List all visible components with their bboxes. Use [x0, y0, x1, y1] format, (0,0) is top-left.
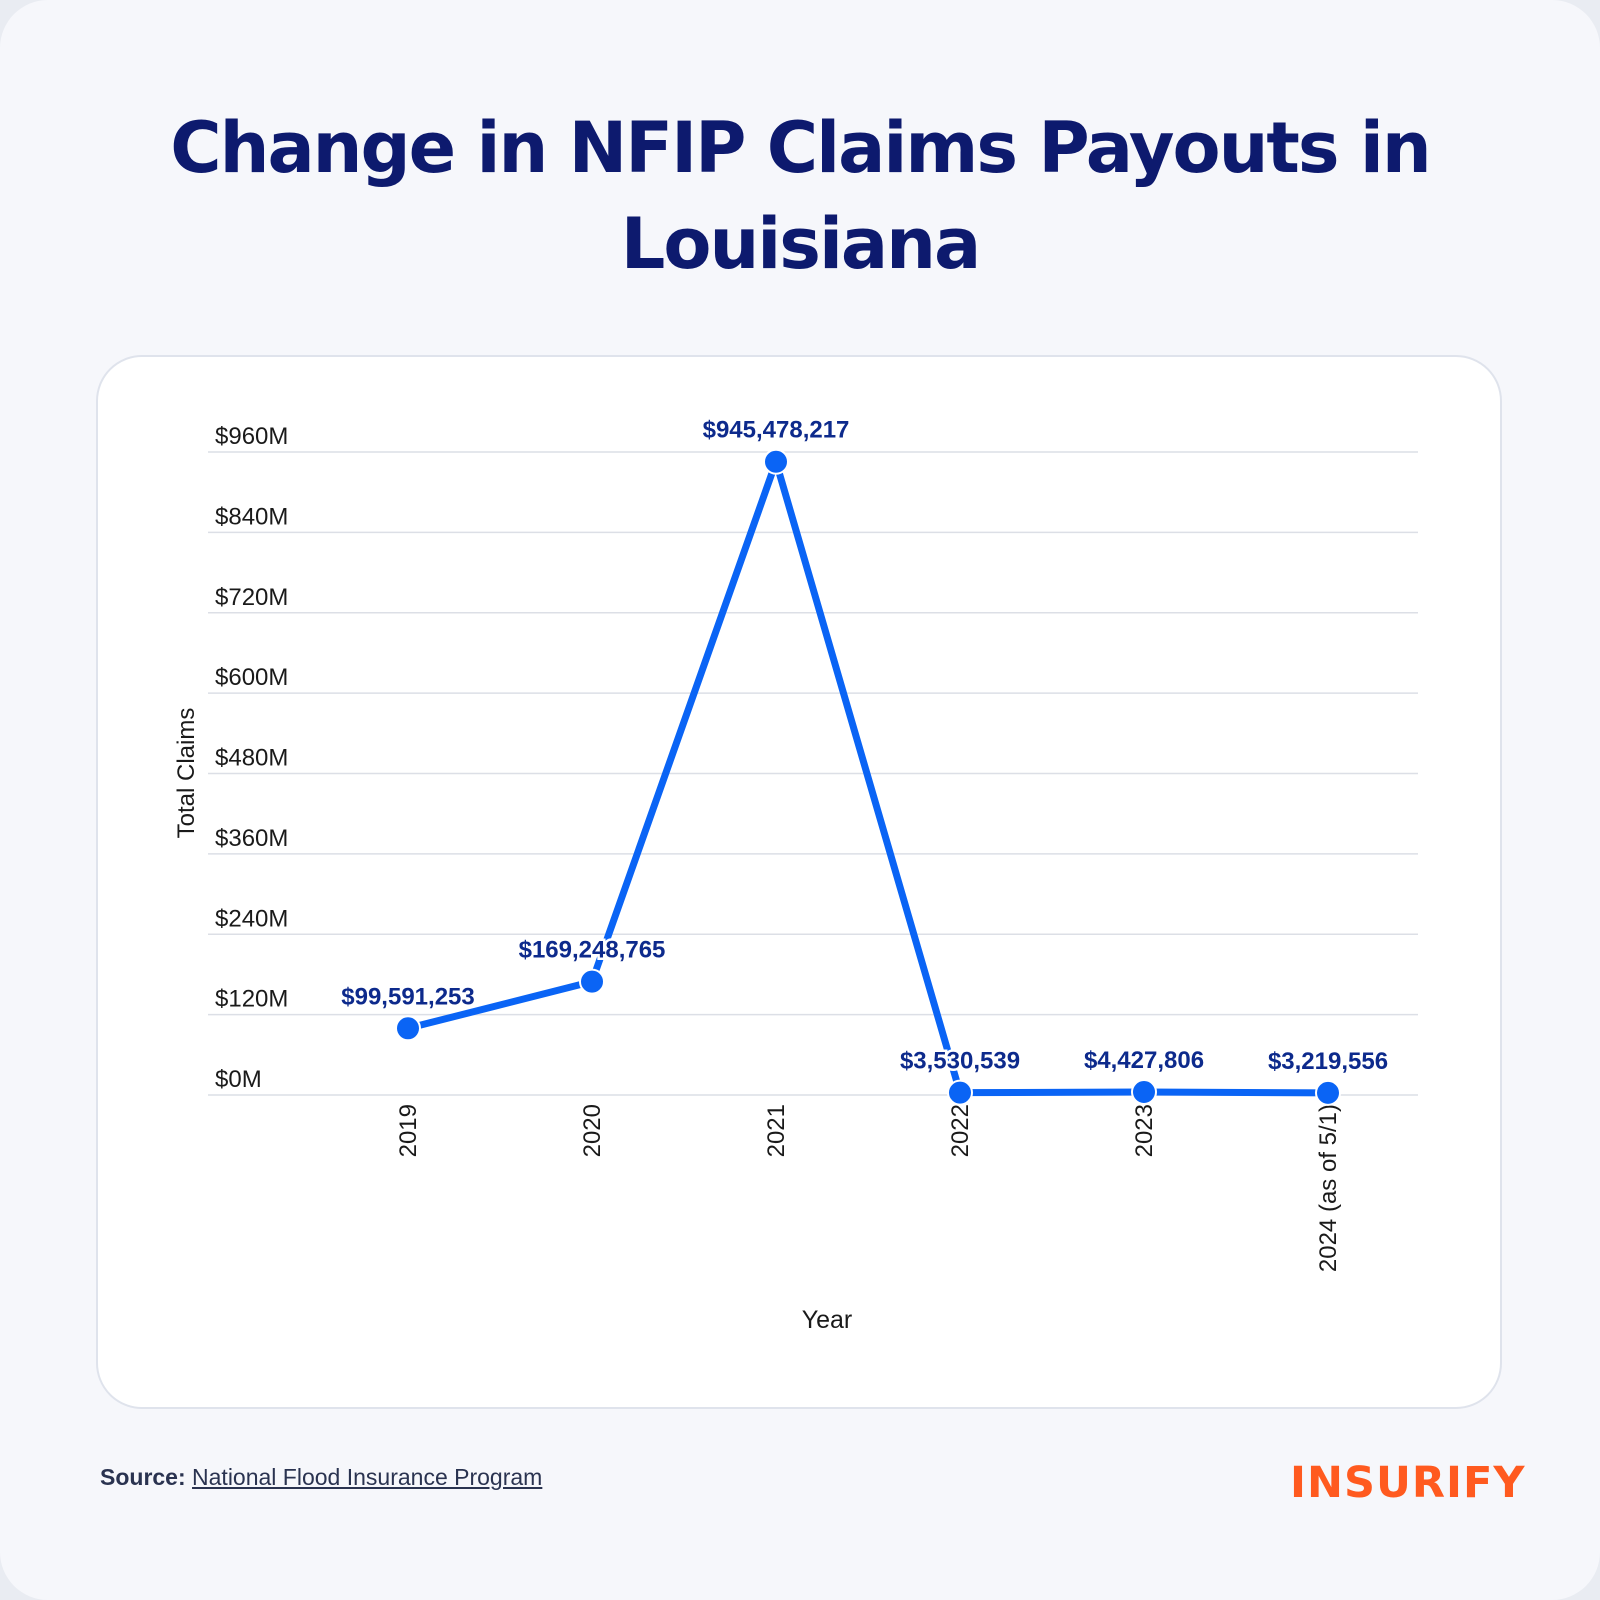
source-label: Source:	[100, 1464, 186, 1490]
data-label: $169,248,765	[519, 937, 666, 964]
y-tick-label: $120M	[215, 986, 288, 1013]
data-point	[947, 1079, 973, 1106]
source-note: Source: National Flood Insurance Program	[100, 1464, 542, 1491]
data-point	[763, 448, 789, 475]
y-tick-label: $840M	[215, 503, 288, 530]
x-tick-label: 2019	[395, 1104, 422, 1157]
y-tick-label: $360M	[215, 825, 288, 852]
data-label: $4,427,806	[1084, 1047, 1204, 1074]
y-tick-label: $0M	[215, 1066, 262, 1093]
x-tick-label: 2022	[947, 1104, 974, 1157]
x-tick-label: 2024 (as of 5/1)	[1315, 1104, 1342, 1272]
x-tick-label: 2020	[579, 1104, 606, 1157]
x-tick-label: 2023	[1131, 1104, 1158, 1157]
insurify-logo: INSURIFY	[1290, 1458, 1526, 1508]
data-label: $99,591,253	[341, 983, 474, 1010]
y-axis-label: Total Claims	[173, 708, 200, 839]
x-tick-label: 2021	[763, 1104, 790, 1157]
data-point	[579, 968, 605, 995]
y-tick-label: $720M	[215, 584, 288, 611]
y-tick-label: $240M	[215, 905, 288, 932]
data-point	[1131, 1079, 1157, 1106]
x-axis-label: Year	[802, 1306, 853, 1334]
data-label: $3,219,556	[1268, 1048, 1388, 1075]
source-link[interactable]: National Flood Insurance Program	[192, 1464, 543, 1490]
y-tick-label: $960M	[215, 423, 288, 450]
page-title: Change in NFIP Claims Payouts in Louisia…	[170, 107, 1432, 285]
y-tick-label: $600M	[215, 664, 288, 691]
data-point	[395, 1015, 421, 1042]
data-label: $945,478,217	[703, 417, 850, 444]
y-tick-label: $480M	[215, 745, 288, 772]
series-line	[404, 458, 1332, 1097]
data-point	[1315, 1079, 1341, 1106]
data-label: $3,530,539	[900, 1048, 1020, 1075]
